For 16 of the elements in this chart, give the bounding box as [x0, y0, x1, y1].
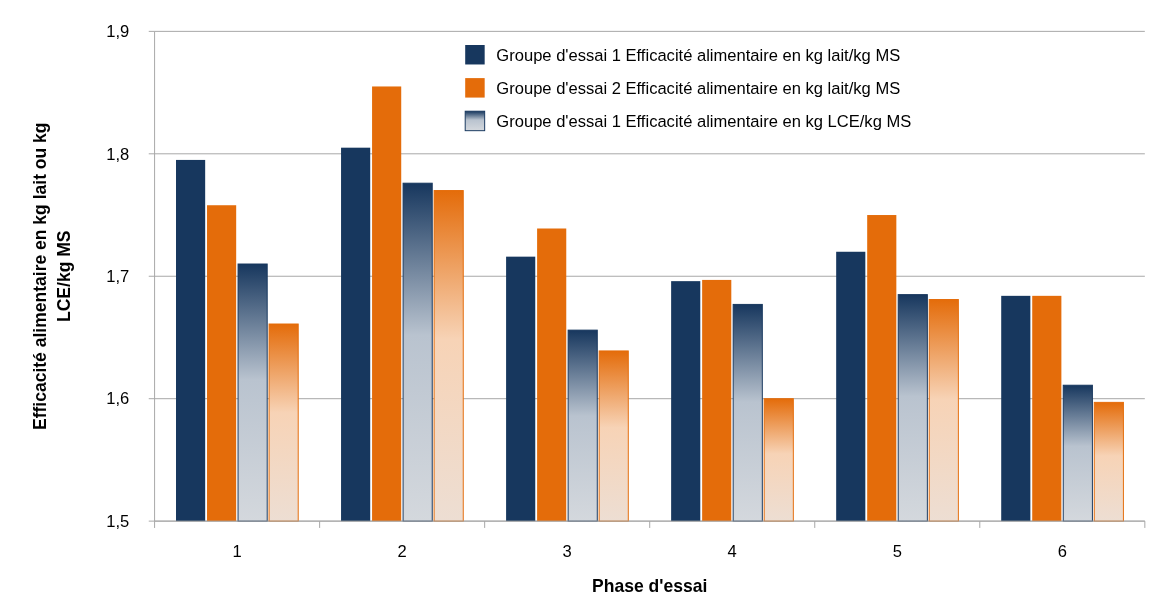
y-tick-label: 1,8 [106, 144, 130, 164]
legend-label: Groupe d'essai 2 Efficacité alimentaire en kg lait/kg MS [496, 78, 901, 98]
x-tick-label: 6 [1057, 542, 1067, 562]
x-tick-label: 5 [892, 542, 902, 562]
x-tick-label: 3 [562, 542, 572, 562]
y-tick-label: 1,9 [106, 22, 130, 42]
x-axis-title: Phase d'essai [592, 576, 708, 597]
legend-label: Groupe d'essai 1 Efficacité alimentaire en kg LCE/kg MS [496, 111, 912, 131]
x-tick-label: 4 [727, 542, 737, 562]
x-tick-label: 1 [232, 542, 242, 562]
legend-label: Groupe d'essai 1 Efficacité alimentaire en kg lait/kg MS [496, 45, 901, 65]
y-tick-label: 1,5 [106, 511, 130, 531]
y-tick-label: 1,7 [106, 267, 130, 287]
y-axis-title: Efficacité alimentaire en kg lait ou kg LCE/kg MS [29, 122, 74, 431]
x-tick-label: 2 [397, 542, 407, 562]
y-tick-label: 1,6 [106, 389, 130, 409]
